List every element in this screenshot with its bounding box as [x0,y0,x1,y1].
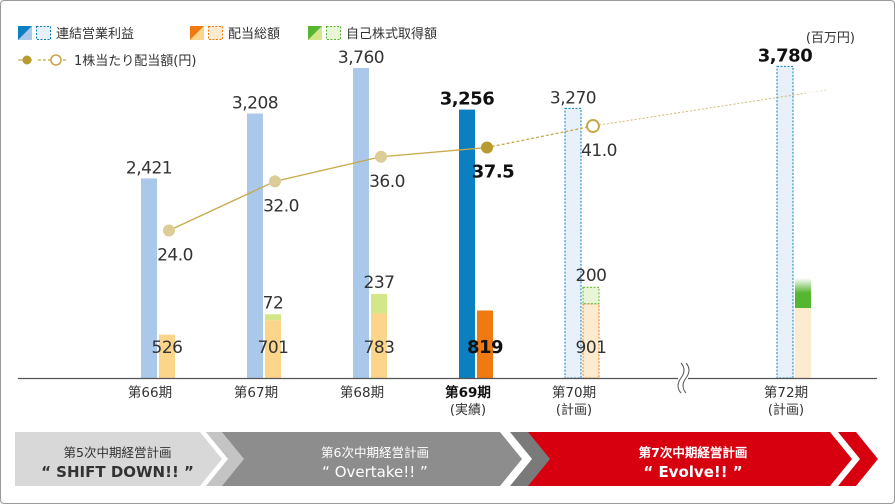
phase-chevron-6 [510,432,552,486]
phase-5-name: 第5次中期経営計画 [63,445,172,460]
category-note-4: (計画) [556,402,592,418]
legend-swatch-dividend [190,26,223,40]
category-label-4: 第70期 [552,384,596,401]
dps-line [168,146,488,232]
bar-dividend-1 [265,320,281,378]
bar-dividend-2 [371,313,387,378]
label-profit-4: 3,270 [550,88,596,108]
label-profit-0: 2,421 [126,158,172,178]
bar-buyback-1 [265,314,281,321]
phase-arrow-6 [222,432,522,486]
label-dividend-3: 819 [467,337,503,358]
unit-label: (百万円) [805,31,855,46]
bar-dividend-0 [159,334,175,378]
label-profit-5: 3,780 [758,45,812,66]
label-dps-0: 24.0 [157,246,193,266]
label-profit-3: 3,256 [440,89,494,110]
label-profit-1: 3,208 [232,94,278,114]
legend-item-dps: 1株当たり配当額(円) [18,50,196,69]
dps-point-0 [163,224,175,237]
phase-7-name: 第7次中期経営計画 [638,445,748,460]
phase-7-slogan: “ Evolve!! ” [643,463,743,481]
bar-return-fade-5 [795,278,811,308]
phase-6-name: 第6次中期経営計画 [321,445,429,460]
category-label-0: 第66期 [128,384,172,401]
category-label-2: 第68期 [340,384,384,401]
dps-point-2 [375,150,387,163]
label-dps-4: 41.0 [581,141,617,161]
label-buyback-4: 200 [576,266,607,286]
chart-canvas: 2,421 3,208 3,760 3,256 3,270 3,780 526 701 783 8… [18,45,877,418]
category-note-5: (計画) [768,402,804,418]
label-buyback-2: 237 [364,273,395,293]
phase-arrow-7 [528,432,852,486]
phase-5: 第5次中期経営計画 “ SHIFT DOWN!! ” [15,432,220,486]
axis-break-left [677,362,685,394]
legend-item-buyback: 自己株式取得額 [308,23,437,42]
phase-arrow-5 [15,432,222,486]
bar-buyback-2 [371,293,387,314]
bar-profit-5 [776,65,794,379]
label-dividend-1: 701 [258,338,289,358]
axis-break-right [682,362,690,394]
legend-label-dividend: 配当総額 [228,27,281,42]
phase-chevron-7 [838,432,878,486]
axis-break-gap [678,362,688,394]
phase-6: 第6次中期経営計画 “ Overtake!! ” [240,432,510,486]
dps-extension-fade [806,84,836,96]
label-dps-2: 36.0 [369,172,405,192]
label-dividend-2: 783 [364,338,395,358]
dps-point-3 [481,141,493,154]
dps-point-4 [586,119,600,134]
bar-profit-1 [247,113,263,378]
phase-chevron-5 [206,432,248,486]
phase-6-slogan: “ Overtake!! ” [322,463,428,481]
legend-swatch-buyback [308,26,341,40]
dps-line-plan [486,125,594,149]
phase-5-slogan: “ SHIFT DOWN!! ” [41,463,194,481]
category-note-3: (実績) [450,402,486,418]
bar-dividend-3 [477,310,493,378]
label-profit-2: 3,760 [338,48,384,68]
legend-label-dps: 1株当たり配当額(円) [74,54,197,69]
label-dividend-4: 901 [576,338,607,358]
category-label-1: 第67期 [234,384,278,401]
category-label-3: 第69期 [445,384,491,401]
label-dps-1: 32.0 [263,196,299,216]
legend-swatch-profit [18,26,51,40]
label-dividend-0: 526 [152,338,183,358]
bar-profit-3 [459,109,475,378]
bar-return-plan-5 [795,308,811,378]
bar-buyback-4 [582,286,600,305]
label-buyback-1: 72 [263,293,284,313]
phase-arrows [15,432,878,486]
legend-swatch-dps [18,54,68,66]
bar-profit-4 [564,107,582,379]
category-label-5: 第72期 [764,384,808,401]
legend-label-buyback: 自己株式取得額 [346,27,438,42]
legend-label-profit: 連結営業利益 [56,27,135,42]
label-dps-3: 37.5 [472,162,514,183]
bar-profit-2 [353,68,369,378]
legend-item-profit: 連結営業利益 [18,23,134,42]
legend-item-dividend: 配当総額 [190,23,280,42]
bar-profit-0 [141,178,157,378]
phase-7: 第7次中期経営計画 “ Evolve!! ” [548,432,838,486]
dps-point-1 [269,175,281,188]
